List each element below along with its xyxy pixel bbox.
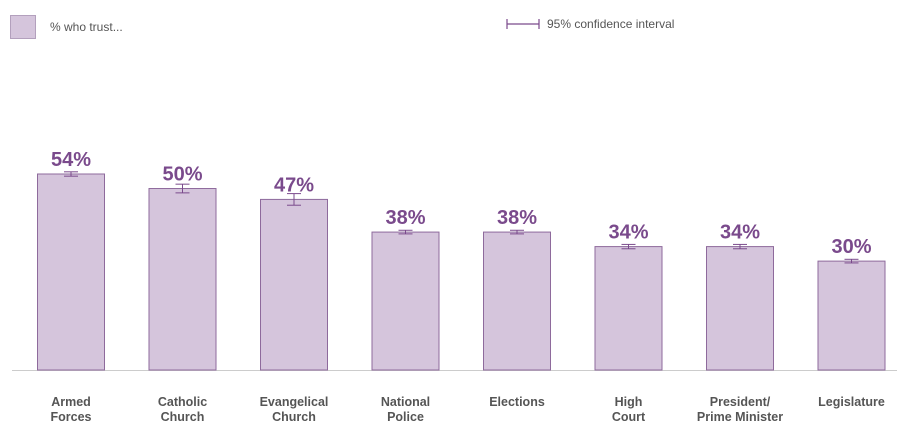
tick-label-line: Armed <box>51 395 91 409</box>
tick-label: Elections <box>489 395 545 409</box>
tick-label-line: Court <box>612 410 646 424</box>
data-label: 34% <box>608 222 648 244</box>
bar <box>260 198 328 371</box>
tick-label: Evangelical Church <box>260 395 329 424</box>
tick-label: Armed Forces <box>51 395 92 424</box>
bar <box>371 231 440 371</box>
tick-label-line: Prime Minister <box>697 410 783 424</box>
tick-label-line: Church <box>161 410 205 424</box>
tick-label: Legislature <box>818 395 885 409</box>
legend-series-label: % who trust... <box>50 20 123 34</box>
data-label: 38% <box>497 207 537 229</box>
tick-label: Catholic Church <box>158 395 207 424</box>
tick-label-line: Legislature <box>818 395 885 409</box>
data-label: 47% <box>274 174 314 196</box>
tick-label-line: Church <box>272 410 316 424</box>
tick-label: National Police <box>381 395 430 424</box>
legend-ci: 95% confidence interval <box>505 17 674 31</box>
ci-legend-icon <box>506 19 540 29</box>
tick-label-line: Forces <box>51 410 92 424</box>
legend-swatch <box>10 15 36 39</box>
legend-series: % who trust... <box>10 15 123 39</box>
data-label: 34% <box>720 222 760 244</box>
data-label: 54% <box>51 149 91 171</box>
bar <box>817 260 886 371</box>
tick-label-line: Police <box>387 410 424 424</box>
bar <box>706 246 774 371</box>
legend-ci-label: 95% confidence interval <box>547 17 675 31</box>
tick-label-line: Elections <box>489 395 545 409</box>
data-label: 38% <box>385 207 425 229</box>
bar <box>483 231 551 371</box>
tick-label-line: High <box>615 395 643 409</box>
bar <box>37 173 105 371</box>
tick-label-line: National <box>381 395 430 409</box>
bar <box>148 188 217 371</box>
tick-label-line: Evangelical <box>260 395 329 409</box>
data-label: 30% <box>831 236 871 258</box>
tick-label-line: Catholic <box>158 395 207 409</box>
tick-label: President/Prime Minister <box>697 395 783 424</box>
bar <box>594 246 663 371</box>
tick-label: High Court <box>612 395 646 424</box>
data-label: 50% <box>162 164 202 186</box>
tick-label-line: President/ <box>710 395 771 409</box>
